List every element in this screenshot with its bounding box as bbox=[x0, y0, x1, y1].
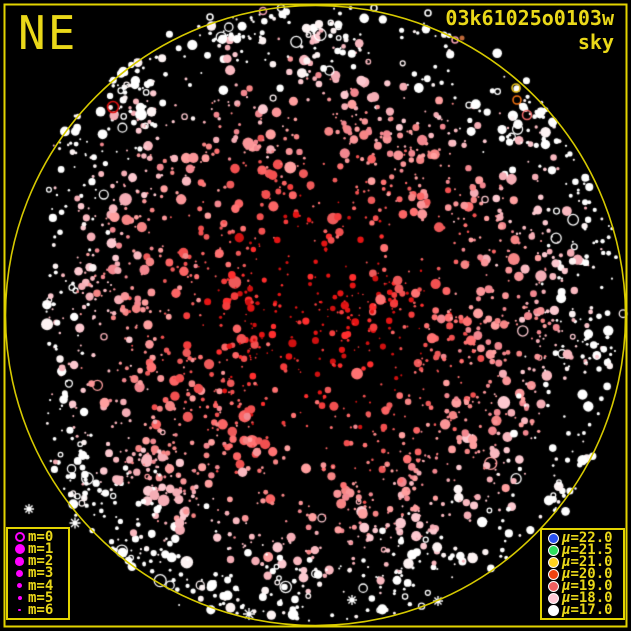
magnitude-dot bbox=[11, 569, 28, 577]
magnitude-dot bbox=[11, 544, 28, 555]
mu-dot bbox=[545, 604, 562, 616]
mu-dot bbox=[545, 544, 562, 556]
sky-label: sky bbox=[577, 30, 614, 54]
magnitude-label: m=6 bbox=[28, 601, 54, 618]
magnitude-dot bbox=[11, 557, 28, 566]
mu-legend: μ=22.0 μ=21.5 μ=21.0 μ=20.0 μ=19.0 μ=18.0 μ=17… bbox=[540, 528, 625, 620]
magnitude-dot bbox=[11, 532, 28, 543]
mu-label: μ=17.0 bbox=[562, 602, 613, 618]
mu-dot bbox=[545, 568, 562, 580]
field-id-label: 03k61025o0103w bbox=[445, 6, 614, 30]
magnitude-dot bbox=[11, 582, 28, 589]
magnitude-dot bbox=[11, 595, 28, 600]
mu-dot bbox=[545, 580, 562, 592]
magnitude-legend-row: m=6 bbox=[11, 601, 68, 618]
mu-dot bbox=[545, 532, 562, 544]
magnitude-dot bbox=[11, 608, 28, 612]
mu-dot bbox=[545, 592, 562, 604]
orientation-label: NE bbox=[18, 6, 78, 60]
magnitude-legend: m=0 m=1 m=2 m=3 m=4 m=5 m=6 bbox=[6, 527, 70, 620]
mu-dot bbox=[545, 556, 562, 568]
mu-legend-row: μ=17.0 bbox=[545, 602, 623, 618]
